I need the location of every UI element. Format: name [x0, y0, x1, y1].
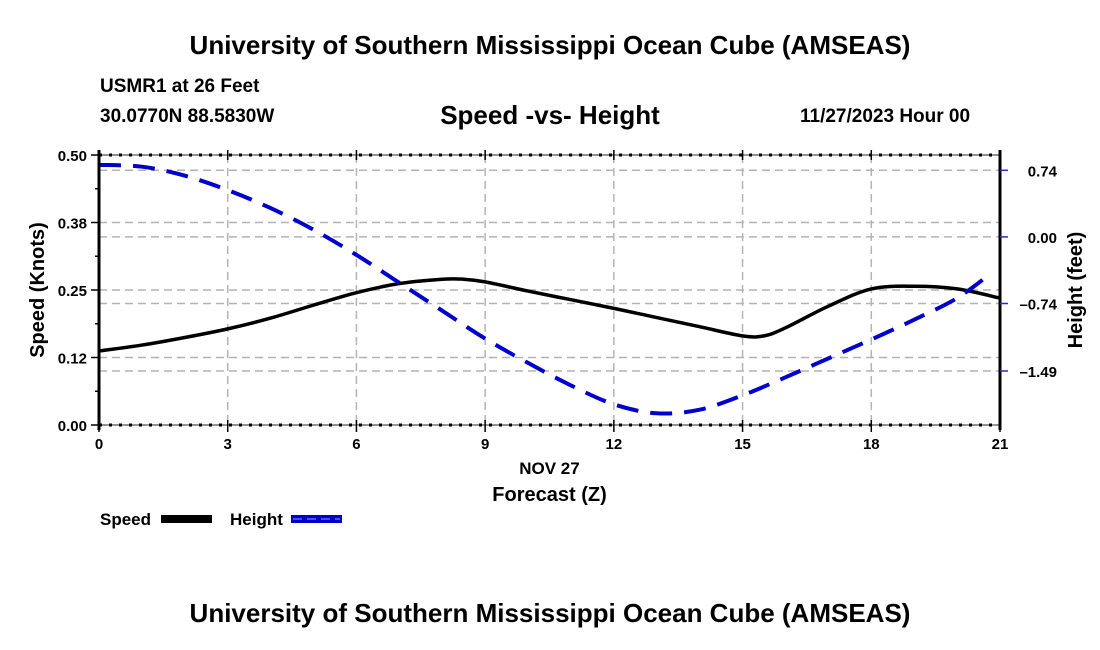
x-tick-label: 6 — [352, 436, 360, 453]
chart-main-title-bottom: University of Southern Mississippi Ocean… — [189, 598, 911, 628]
legend-label-speed: Speed — [100, 510, 151, 529]
y-tick-label: 0.00 — [58, 418, 87, 435]
x-tick-label: 18 — [863, 436, 880, 453]
coordinates-label: 30.0770N 88.5830W — [100, 106, 275, 127]
x-tick-label: 12 — [606, 436, 623, 453]
series-line-speed — [98, 277, 1001, 353]
y-tick-label: 0.12 — [58, 351, 87, 368]
y2-axis-title: Height (feet) — [1065, 232, 1087, 349]
series-group — [98, 162, 1001, 416]
legend-swatch-speed — [161, 515, 212, 523]
y-tick-label: 0.25 — [58, 283, 87, 300]
x-tick-label: 0 — [95, 436, 103, 453]
x-axis-title: Forecast (Z) — [492, 484, 606, 506]
y-tick-label: 0.50 — [58, 148, 87, 165]
grid-lines — [99, 153, 1000, 427]
legend: Speed Height — [100, 510, 342, 529]
x-tick-label: 21 — [992, 436, 1009, 453]
x-tick-label: 15 — [734, 436, 751, 453]
x-tick-label: 9 — [481, 436, 489, 453]
y2-tick-label: 0.00 — [1028, 230, 1057, 247]
axes-group — [91, 150, 1008, 432]
station-label: USMR1 at 26 Feet — [100, 76, 260, 97]
x-axis-date-label: NOV 27 — [519, 459, 579, 478]
y2-tick-label: –1.49 — [1019, 364, 1057, 381]
y-tick-label: 0.38 — [58, 216, 87, 233]
y-axis-title: Speed (Knots) — [27, 222, 49, 358]
chart-subtitle: Speed -vs- Height — [440, 100, 660, 130]
series-line-height — [98, 162, 993, 416]
chart-main-title-top: University of Southern Mississippi Ocean… — [189, 30, 911, 60]
axis-labels-group: 0 3 6 9 12 15 18 21 0.00 0.12 0.25 0.38 0.50 0.74 0.00… — [27, 148, 1087, 506]
legend-swatch-height — [291, 515, 342, 523]
legend-label-height: Height — [230, 510, 283, 529]
y2-tick-label: –0.74 — [1019, 297, 1057, 314]
x-tick-label: 3 — [224, 436, 232, 453]
forecast-datetime: 11/27/2023 Hour 00 — [800, 106, 971, 127]
y2-tick-label: 0.74 — [1028, 163, 1058, 180]
